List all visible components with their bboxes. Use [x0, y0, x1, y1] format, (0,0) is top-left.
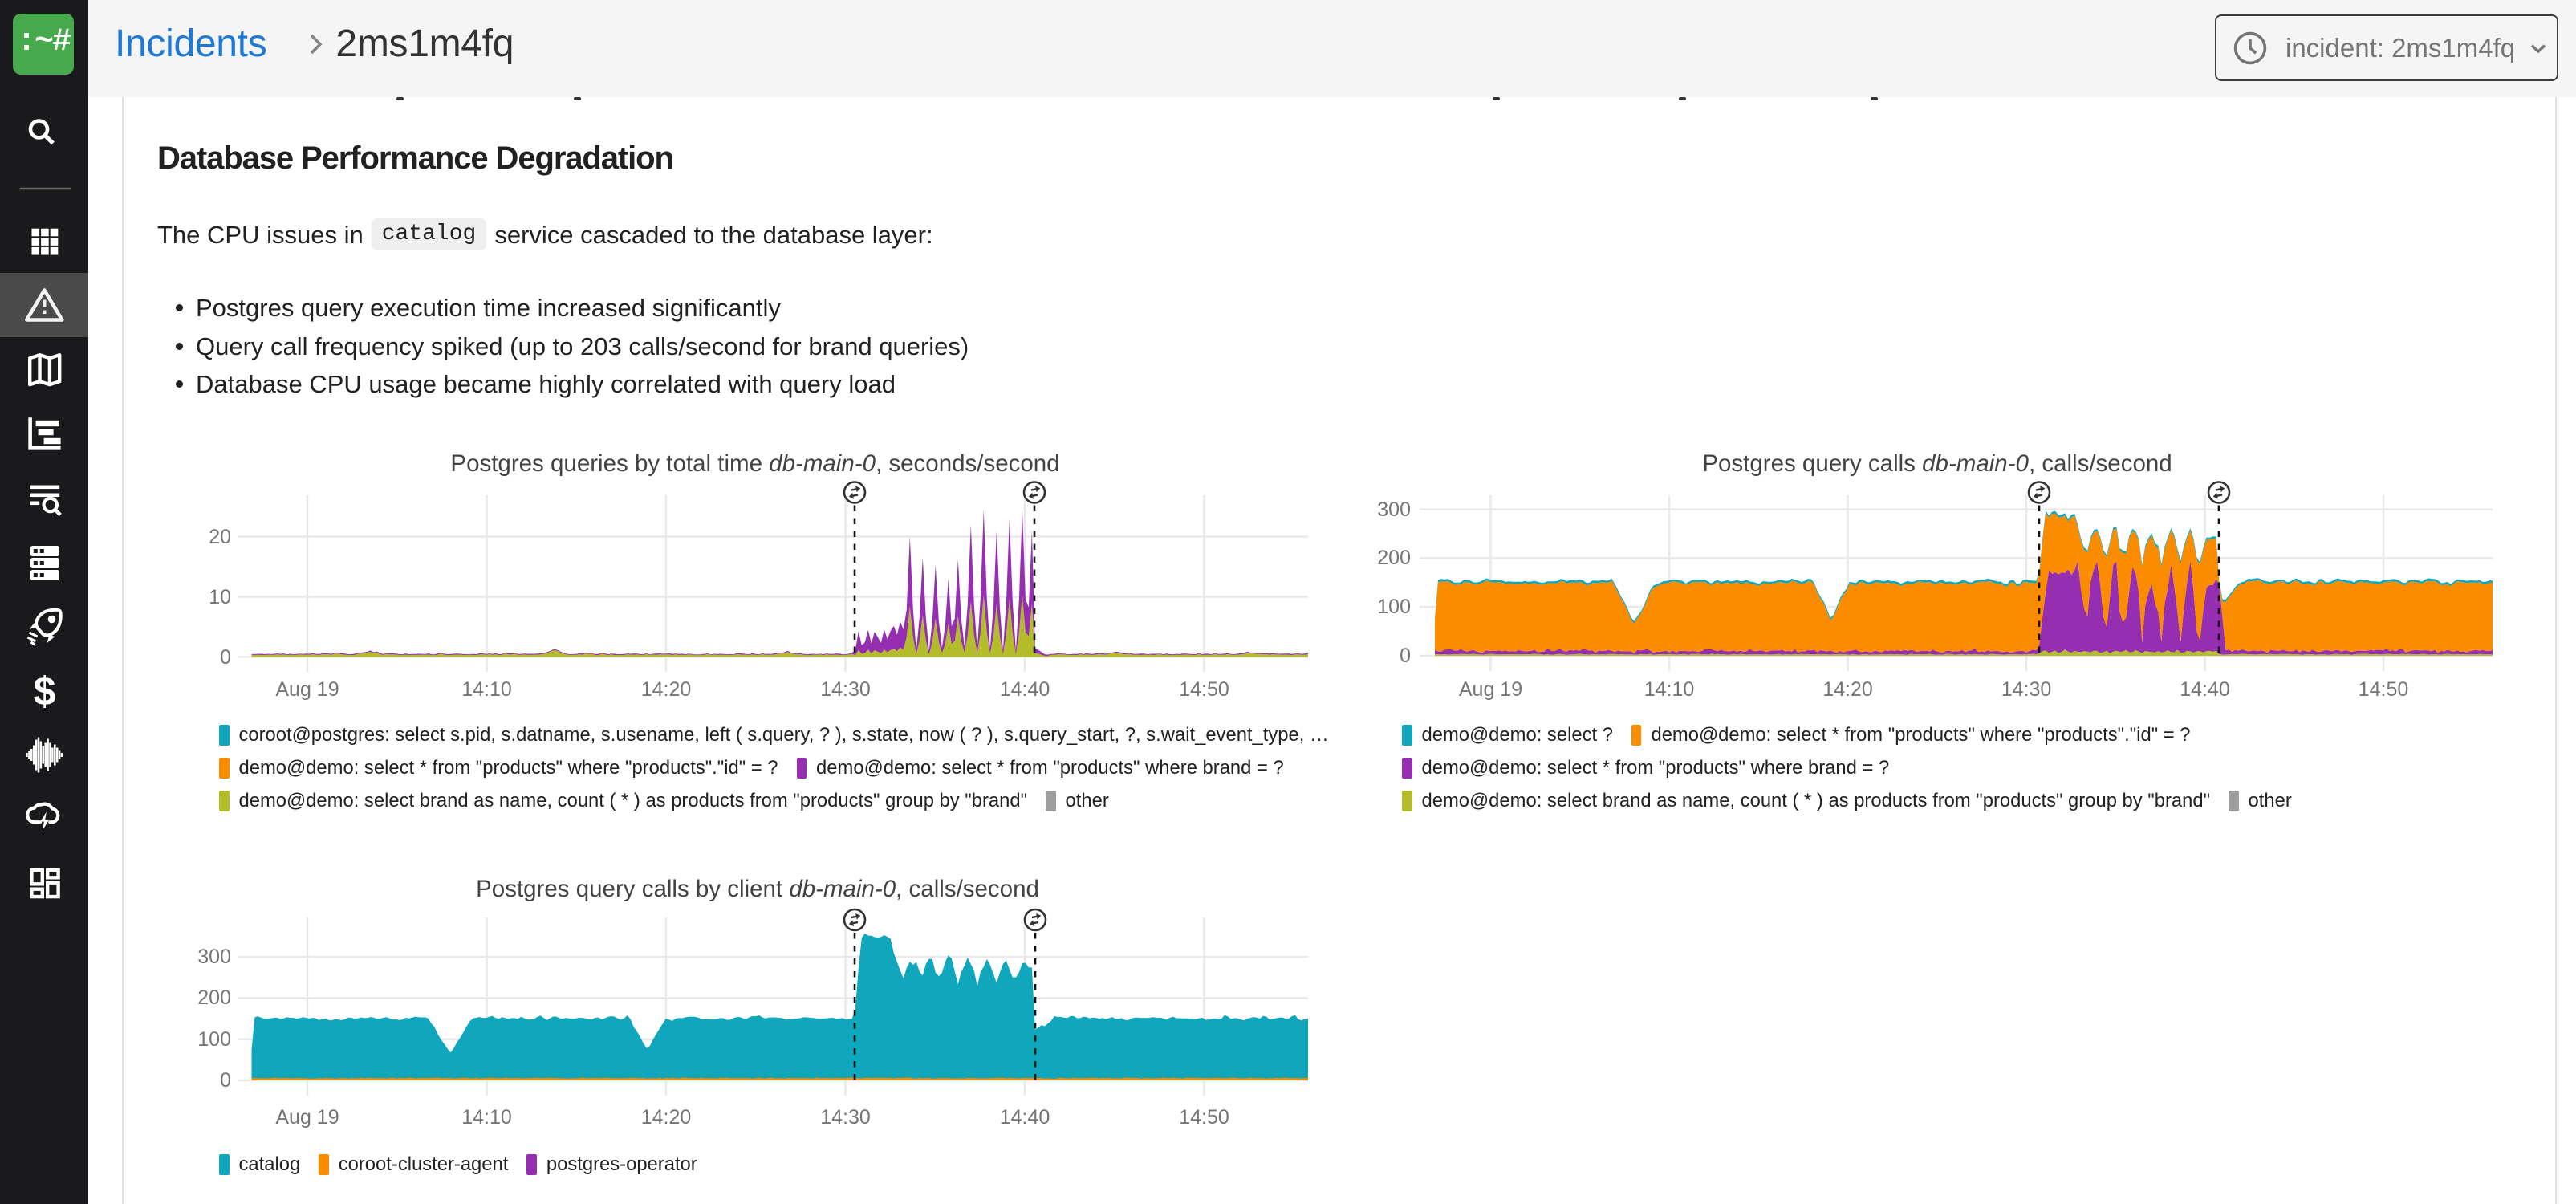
svg-text:$: $	[34, 669, 56, 714]
